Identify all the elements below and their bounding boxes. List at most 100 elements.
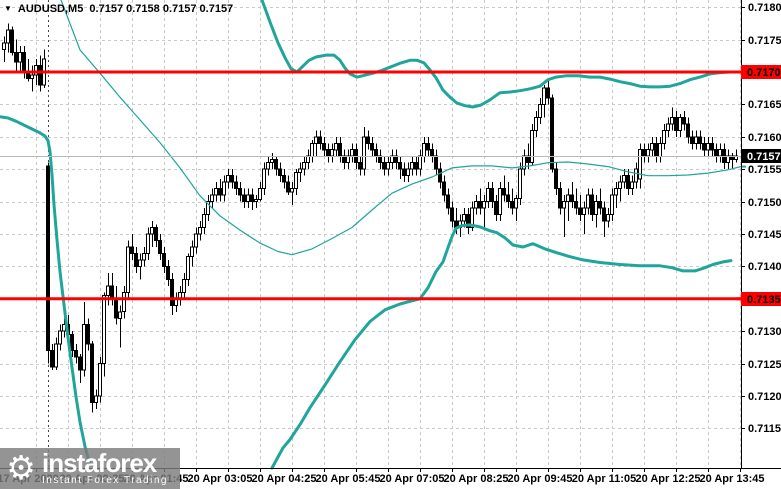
level-price-tag[interactable] [741,65,781,79]
candle-bull [334,142,338,151]
candle-bear [394,155,398,164]
candle-bull [534,116,538,131]
candle-bear [134,252,138,267]
level-price-tag[interactable] [741,292,781,306]
candle-bear [282,175,286,183]
collapse-triangle-icon[interactable]: ▼ [4,4,12,13]
candle-bull [294,171,298,190]
candle-bear [702,142,706,151]
candle-bull [186,256,190,280]
candle-bull [102,295,106,365]
candle-bull [202,214,206,229]
candle-bull [582,207,586,216]
candle-bull [418,155,422,170]
price-axis-label: 0.7120 [748,391,781,403]
candle-bull [18,52,22,63]
price-axis-label: 0.7125 [748,359,781,371]
candle-bear [50,350,54,368]
candle-bear [642,149,646,157]
price-axis-label: 0.7140 [748,261,781,273]
instaforex-watermark: ⚙ instaforex Instant Forex Trading [0,448,180,489]
candle-bear [690,136,694,144]
candle-bull [462,214,466,222]
candle-bull [122,291,126,313]
price-axis-label: 0.7155 [748,164,781,176]
candle-bear [154,227,158,241]
candle-bear [494,201,498,216]
bollinger-upper-band [260,0,743,109]
candle-bear [450,207,454,222]
candle-bull [618,181,622,190]
price-tag-label: 0.7170 [747,67,781,79]
candle-bear [218,188,222,196]
candle-bull [194,233,198,248]
candle-bull [198,227,202,235]
chart-title-text: AUDUSD,M5 0.7157 0.7158 0.7157 0.7157 [17,3,234,15]
candle-bull [566,194,570,203]
candle-bull [678,116,682,131]
candle-bull [638,149,642,180]
candle-bear [230,175,234,183]
price-axis-label: 0.7160 [748,132,781,144]
candle-bull [422,142,426,157]
candle-bull [610,194,614,216]
candle-bull [2,42,6,50]
time-axis-label: 20 Apr 11:05 [572,473,636,485]
candle-bear [46,165,50,352]
candle-bull [206,201,210,216]
time-axis-label: 20 Apr 04:25 [251,473,316,485]
candle-bear [466,214,470,229]
candle-bear [402,168,406,177]
candle-bear [654,142,658,157]
candle-bull [650,142,654,151]
candle-bull [118,311,122,319]
candle-bull [542,87,546,105]
candle-bear [682,116,686,125]
candle-bull [518,168,522,199]
candle-bear [70,334,74,352]
candle-bear [22,52,26,73]
candle-bull [150,227,154,235]
candle-bull [138,259,142,267]
candle-bear [378,155,382,164]
candle-bear [342,155,346,164]
candle-bear [430,149,434,157]
candle-bear [110,285,114,300]
candle-bull [62,324,66,332]
candle-bull [94,395,98,403]
candle-bear [14,52,18,63]
current-price-tag[interactable] [741,149,781,163]
candle-bull [182,278,186,293]
candle-bear [574,201,578,209]
candle-bull [390,155,394,164]
candle-bear [382,162,386,170]
candle-bear [250,194,254,203]
candle-bear [442,181,446,196]
candle-bull [266,162,270,170]
candle-bull [634,168,638,183]
chart-title: ▼ AUDUSD,M5 0.7157 0.7158 0.7157 0.7157 [4,2,233,16]
candle-bear [546,87,550,99]
candle-bear [590,194,594,216]
candle-bull [706,142,710,151]
candle-bear [490,188,494,203]
candle-bull [666,123,670,131]
candle-bear [338,142,342,157]
candle-bear [130,246,134,254]
price-axis-label: 0.7175 [748,35,781,47]
price-axis-label: 0.7145 [748,229,781,241]
bollinger-middle-band [60,0,742,256]
candle-bull [214,188,218,196]
candle-bear [238,188,242,196]
brand-wordmark: instaforex [42,448,157,478]
time-axis-label: 20 Apr 09:45 [507,473,572,485]
candle-bull [662,129,666,144]
candle-bear [74,350,78,358]
candle-bull [594,201,598,216]
price-axis-label: 0.7130 [748,326,781,338]
candle-bull [262,168,266,190]
candle-bull [190,246,194,258]
candle-bear [686,123,690,138]
candle-bull [310,142,314,157]
